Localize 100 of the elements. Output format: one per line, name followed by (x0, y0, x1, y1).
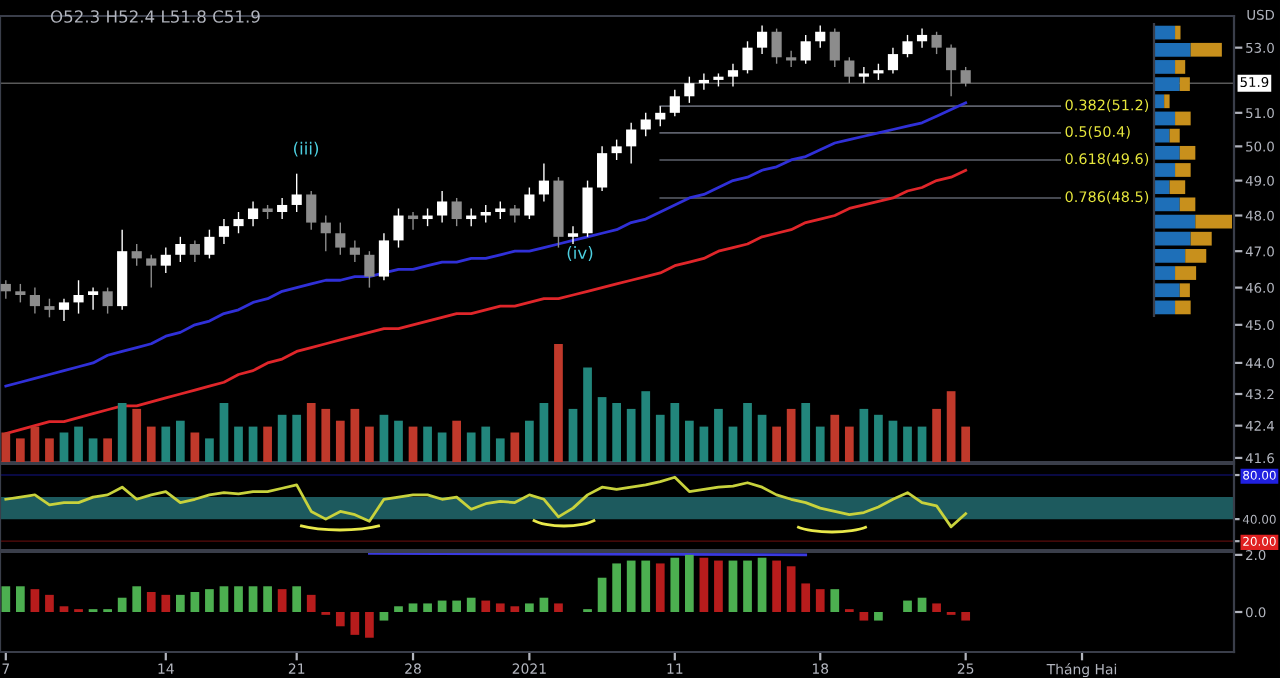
bar (350, 408, 360, 462)
candlestick (102, 286, 113, 315)
annotation: O52.3 H52.4 L51.8 C51.9 (50, 10, 260, 23)
candlestick (451, 197, 462, 227)
candlestick (131, 243, 142, 267)
candlestick (306, 190, 317, 231)
candlestick (771, 27, 782, 65)
bar (16, 438, 25, 462)
bar (961, 426, 971, 462)
bar (117, 597, 127, 612)
bar (292, 586, 302, 612)
candlestick (146, 254, 157, 289)
candlestick (247, 200, 259, 227)
bar (772, 426, 781, 462)
bar (786, 408, 796, 462)
bar (626, 560, 636, 612)
candlestick (58, 298, 70, 322)
bar (554, 603, 563, 612)
bar (379, 612, 389, 621)
bar (525, 603, 534, 612)
candlestick (946, 43, 957, 97)
bar (452, 420, 462, 462)
candlestick (175, 236, 186, 263)
bar (772, 560, 781, 612)
candlestick (815, 24, 826, 49)
bar (175, 420, 185, 462)
candlestick (684, 75, 695, 104)
candlestick (29, 286, 40, 315)
bar (859, 612, 869, 621)
candlestick (393, 207, 404, 249)
bar (670, 557, 680, 612)
bar (146, 592, 156, 612)
bar (684, 420, 694, 462)
bar (408, 603, 418, 612)
bar (263, 586, 272, 612)
candlestick (335, 221, 346, 256)
bar (583, 367, 592, 462)
bar (1154, 300, 1176, 315)
bar (219, 403, 229, 462)
candlestick (233, 211, 244, 234)
bar (539, 403, 549, 462)
bar (932, 603, 941, 612)
candlestick (87, 286, 99, 311)
bar (641, 560, 651, 612)
bar (539, 597, 549, 612)
candlestick (916, 27, 928, 49)
bar (874, 414, 883, 462)
bar (175, 594, 185, 612)
bar (917, 597, 927, 612)
bar (815, 426, 825, 462)
candlestick (582, 179, 593, 238)
bar (554, 344, 563, 462)
bar (655, 563, 665, 612)
bar (306, 594, 316, 612)
candlestick (73, 279, 84, 315)
bar (495, 603, 505, 612)
bar (641, 391, 651, 462)
bar (1195, 214, 1232, 229)
candlestick (524, 186, 535, 220)
candlestick (160, 246, 171, 274)
bar (626, 408, 636, 462)
candlestick (626, 122, 637, 165)
candlestick (0, 279, 11, 300)
candlestick (829, 27, 840, 68)
line-series (4, 475, 968, 529)
bar (932, 408, 941, 462)
bar (335, 420, 345, 462)
bar (45, 594, 54, 612)
candlestick (698, 72, 709, 91)
candlestick (320, 214, 331, 252)
bar (335, 612, 345, 627)
bar (830, 414, 840, 462)
bar (859, 408, 869, 462)
bar (495, 438, 505, 462)
candlestick (756, 24, 768, 55)
bar (394, 420, 403, 462)
bar (757, 414, 767, 462)
bar (481, 600, 491, 612)
bar (103, 438, 112, 462)
candlestick (189, 239, 200, 263)
candlestick (291, 172, 302, 213)
candlestick (887, 46, 899, 75)
bar (655, 414, 665, 462)
bar (903, 426, 912, 462)
bar (423, 603, 432, 612)
bar (234, 426, 243, 462)
bar (1175, 25, 1181, 40)
bar (786, 566, 796, 612)
candlestick (931, 31, 942, 55)
candlestick (218, 218, 230, 245)
bar (1, 586, 11, 612)
bar (190, 432, 200, 462)
bar (365, 426, 374, 462)
bar (59, 606, 69, 612)
bar (16, 586, 25, 612)
bar (714, 560, 723, 612)
bar (743, 403, 752, 462)
candlestick (349, 239, 360, 263)
candlestick (204, 228, 215, 260)
bar (234, 586, 243, 612)
